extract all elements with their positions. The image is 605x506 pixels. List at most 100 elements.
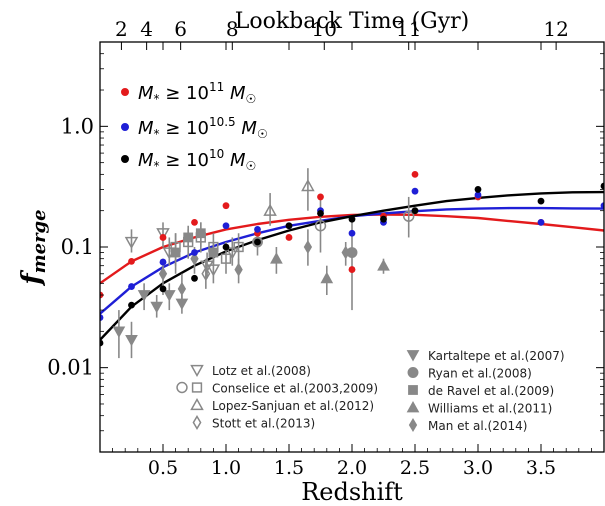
series-point (600, 202, 604, 210)
lit-legend-label: Kartaltepe et al.(2007) (428, 349, 565, 363)
y-axis-title-main: f (17, 270, 47, 287)
literature-point-stott (201, 266, 211, 282)
lit-legend-marker (406, 400, 420, 413)
legend-label-part: ≥ 10 (160, 150, 209, 171)
top-tick-label: 11 (396, 17, 421, 41)
lit-legend-marker (192, 414, 202, 431)
series-point (380, 215, 387, 223)
legend-label-part: M (138, 150, 154, 171)
series-point (128, 301, 135, 309)
literature-point-conselice_circle (403, 210, 415, 222)
y-axis-title-sub: merge (29, 209, 50, 273)
y-tick-label: 0.01 (47, 356, 94, 380)
legend-label: M* ≥ 1010.5 M☉ (138, 115, 268, 141)
lit-legend-label: de Ravel et al.(2009) (428, 384, 554, 398)
lit-legend-label: Conselice et al.(2003,2009) (212, 382, 378, 396)
series-point (600, 182, 604, 190)
literature-point-deravel (195, 228, 206, 239)
legend-label-part: * (154, 159, 160, 173)
literature-point-lotz (124, 236, 139, 250)
series-point (285, 222, 293, 230)
legend-label-part: ☉ (246, 159, 257, 173)
legend-label: M* ≥ 1011 M☉ (138, 80, 256, 106)
series-point (100, 339, 104, 347)
legend-marker (121, 123, 129, 131)
series-point (317, 209, 324, 217)
series-point (222, 222, 230, 230)
literature-point-lotz (200, 260, 214, 273)
literature-point-conselice (220, 253, 232, 264)
literature-point-conselice_circle (314, 220, 327, 232)
legend-label-part: M (138, 83, 154, 104)
literature-point-man (341, 245, 350, 260)
literature-point-kartaltepe (137, 290, 151, 302)
series-point (222, 202, 230, 210)
legend-label-part: ☉ (257, 127, 268, 141)
literature-point-lotz (156, 228, 170, 241)
lit-legend-marker (406, 350, 420, 362)
legend-label-part: ☉ (246, 92, 257, 106)
top-tick-label: 12 (543, 17, 568, 41)
legend-label: M* ≥ 1010 M☉ (138, 147, 256, 173)
literature-point-kartaltepe (162, 290, 176, 302)
series-point (191, 274, 198, 282)
lit-legend-label: Williams et al.(2011) (428, 402, 552, 416)
literature-point-williams (377, 259, 390, 271)
literature-points-layer (112, 168, 415, 359)
literature-point-man (303, 239, 313, 255)
series-point (222, 243, 230, 251)
lit-legend-marker (408, 417, 418, 433)
literature-point-kartaltepe (150, 301, 164, 314)
lit-legend-label: Ryan et al.(2008) (428, 367, 532, 381)
series-point (348, 215, 356, 223)
lit-legend-label: Lopez-Sanjuan et al.(2012) (212, 399, 374, 413)
top-tick-label: 2 (115, 17, 128, 41)
literature-point-lopez (301, 179, 315, 192)
x-axis-title: Redshift (301, 478, 403, 506)
literature-point-man (234, 262, 243, 277)
series-point (537, 197, 545, 205)
legend-label-part: * (154, 92, 160, 106)
series-point (191, 249, 198, 256)
series-point (411, 170, 419, 178)
legend-label-part: 10 (209, 147, 224, 161)
literature-point-deravel (170, 247, 181, 258)
top-tick-label: 10 (312, 17, 337, 41)
literature-point-williams (320, 271, 334, 284)
top-tick-label: 6 (174, 17, 187, 41)
x-tick-label: 0.5 (148, 457, 178, 479)
y-axis-title: fmerge (17, 209, 50, 286)
literature-point-deravel (208, 247, 219, 258)
series-point (317, 193, 324, 201)
legend-label-part: ≥ 10 (160, 83, 209, 104)
legend-marker (121, 88, 129, 96)
literature-point-man (177, 281, 187, 296)
series-point (100, 314, 104, 321)
series-point (159, 234, 167, 241)
series-point (411, 207, 419, 215)
literature-point-man (158, 266, 168, 281)
legend-label-part: * (154, 127, 160, 141)
top-axis-title: Lookback Time (Gyr) (235, 9, 470, 34)
lit-legend-marker (408, 385, 418, 395)
series-point (254, 225, 261, 233)
series-point (474, 191, 482, 199)
lit-legend-label: Man et al.(2014) (428, 419, 527, 433)
axes-layer: 0.5 1.0 1.5 2.0 2.5 3.0 3.5 0.01 0.1 1.0 2 4 6 8 10 11 1… (17, 17, 605, 479)
lit-legend-marker (407, 367, 419, 378)
legend-layer: M* ≥ 1011 M☉M* ≥ 1010.5 M☉M* ≥ 1010 M☉ (121, 80, 268, 173)
literature-point-kartaltepe (112, 326, 126, 338)
series-point (537, 218, 545, 226)
legend-label-part: M (224, 83, 246, 104)
series-point (128, 283, 135, 290)
legend-label-part: M (224, 150, 246, 171)
series-point (474, 186, 482, 193)
series-point (348, 229, 356, 237)
lit-legend-marker (176, 381, 188, 394)
literature-point-man (190, 251, 199, 266)
x-tick-label: 2.0 (337, 457, 367, 479)
legend-label-part: ≥ 10 (160, 118, 209, 139)
legend-label-part: M (138, 118, 154, 139)
literature-point-kartaltepe (125, 334, 138, 347)
x-tick-label: 2.5 (400, 457, 430, 479)
